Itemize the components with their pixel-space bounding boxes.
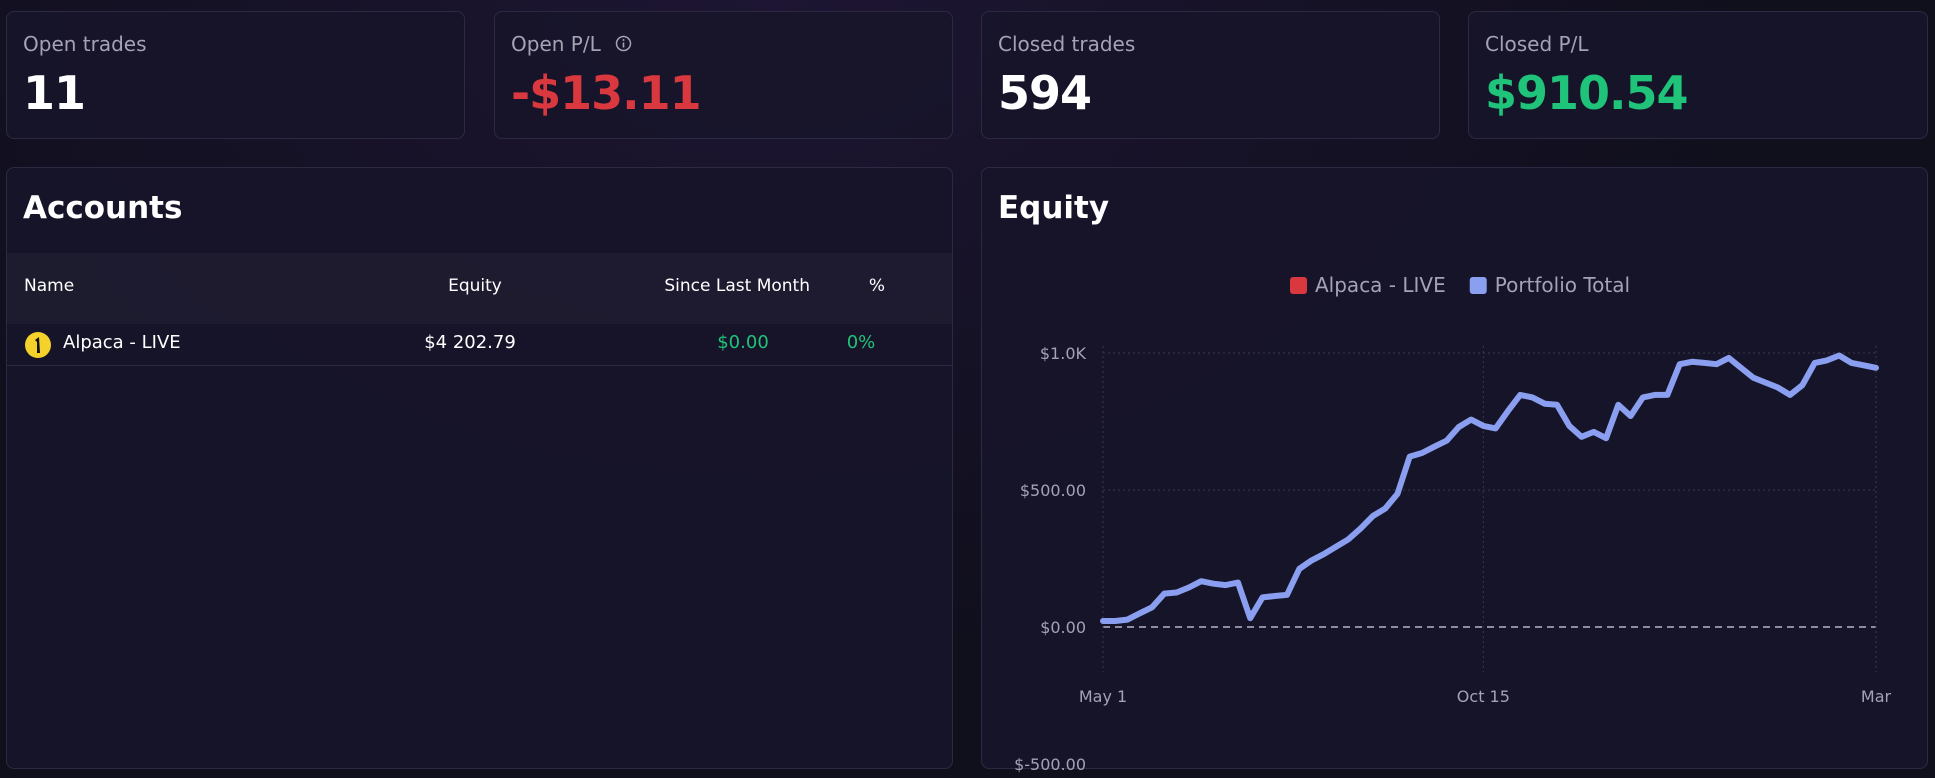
- stat-card: Open P/L -$13.11: [494, 11, 953, 139]
- column-header: Equity: [448, 276, 502, 296]
- stat-value: $910.54: [1485, 66, 1689, 120]
- stat-label: Closed trades: [998, 32, 1136, 56]
- stat-card: Open trades 11: [6, 11, 465, 139]
- accounts-panel: Accounts Name Equity Since Last Month % …: [6, 167, 953, 769]
- info-icon[interactable]: [615, 35, 632, 52]
- panel-title: Equity: [998, 190, 1110, 226]
- stat-label: Open trades: [23, 32, 147, 56]
- column-header: Name: [24, 276, 75, 296]
- stat-label-text: Open P/L: [511, 32, 601, 56]
- table-cell: $4 202.79: [424, 332, 516, 353]
- table-cell[interactable]: Alpaca - LIVE: [63, 332, 181, 353]
- equity-panel: Equity: [981, 167, 1928, 769]
- panel-title: Accounts: [23, 190, 183, 226]
- column-header: Since Last Month: [664, 276, 810, 296]
- table-cell: $0.00: [717, 332, 769, 353]
- stat-card: Closed P/L $910.54: [1468, 11, 1928, 139]
- stat-value: -$13.11: [511, 66, 702, 120]
- column-header: %: [868, 276, 886, 296]
- account-icon: [25, 332, 51, 358]
- stat-card: Closed trades 594: [981, 11, 1440, 139]
- stat-value: 594: [998, 66, 1092, 120]
- table-cell: 0%: [846, 332, 876, 353]
- stat-value: 11: [23, 66, 86, 120]
- stat-label: Open P/L: [511, 32, 632, 56]
- row-divider: [7, 365, 952, 366]
- stat-label: Closed P/L: [1485, 32, 1589, 56]
